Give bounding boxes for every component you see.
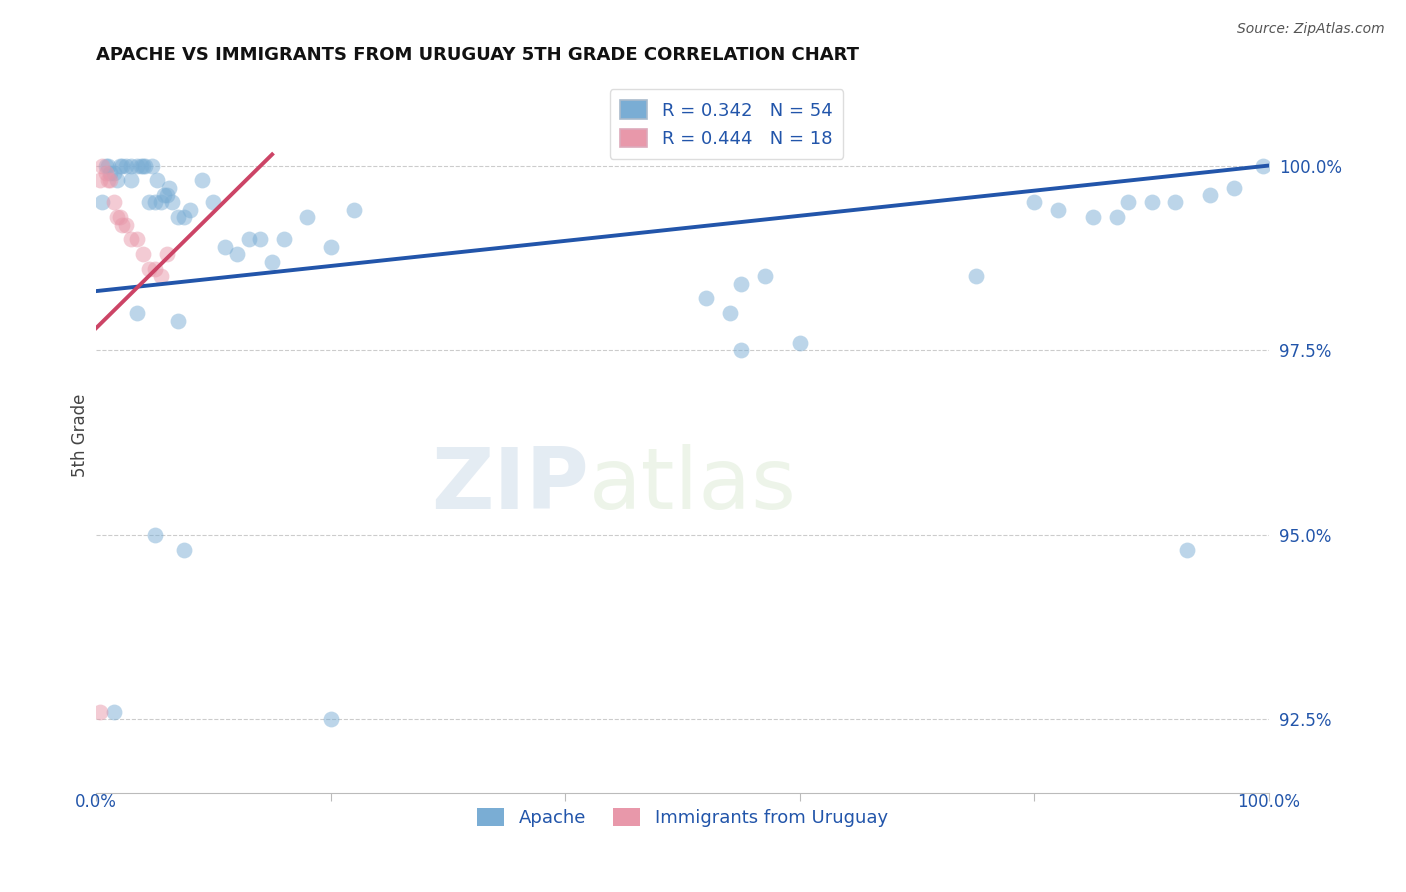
Point (730, 277, 752, 291)
Point (718, 306, 741, 320)
Text: 100.0%: 100.0% (1237, 793, 1301, 812)
Point (155, 188, 177, 202)
Point (167, 313, 190, 327)
Point (108, 159, 131, 173)
Point (108, 211, 131, 225)
Point (149, 269, 172, 284)
Point (162, 195, 184, 210)
Point (146, 173, 169, 187)
Point (273, 232, 295, 246)
Point (319, 713, 342, 727)
Point (157, 180, 180, 194)
Point (789, 335, 811, 350)
Point (134, 159, 156, 173)
Point (173, 211, 195, 225)
Point (89, 173, 111, 187)
Text: Source: ZipAtlas.com: Source: ZipAtlas.com (1237, 22, 1385, 37)
Point (98, 166, 121, 180)
Point (179, 202, 201, 217)
Point (103, 195, 125, 210)
Point (1164, 195, 1187, 210)
Point (138, 195, 160, 210)
Point (97, 159, 120, 173)
Point (695, 292, 717, 306)
Point (1175, 542, 1198, 557)
Point (262, 254, 284, 268)
Point (153, 188, 176, 202)
Point (1046, 202, 1069, 217)
Legend: Apache, Immigrants from Uruguay: Apache, Immigrants from Uruguay (470, 801, 896, 835)
Point (202, 195, 225, 210)
Point (319, 240, 342, 254)
Point (120, 159, 142, 173)
Point (1140, 195, 1163, 210)
Point (141, 159, 163, 173)
Point (114, 159, 136, 173)
Point (143, 195, 166, 210)
Point (114, 218, 136, 232)
Point (190, 173, 212, 187)
Text: APACHE VS IMMIGRANTS FROM URUGUAY 5TH GRADE CORRELATION CHART: APACHE VS IMMIGRANTS FROM URUGUAY 5TH GR… (96, 46, 859, 64)
Point (127, 306, 149, 320)
Point (143, 528, 166, 542)
Point (730, 343, 752, 358)
Point (143, 261, 166, 276)
Point (173, 542, 195, 557)
Point (97, 173, 120, 187)
Point (226, 247, 249, 261)
Point (129, 159, 152, 173)
Point (238, 232, 260, 246)
Point (91, 159, 114, 173)
Text: atlas: atlas (589, 444, 797, 527)
Point (91, 195, 114, 210)
Point (105, 211, 128, 225)
Point (98, 173, 121, 187)
Point (343, 202, 366, 217)
Point (94, 159, 117, 173)
Point (127, 159, 149, 173)
Point (103, 705, 125, 719)
Point (214, 240, 236, 254)
Point (155, 247, 177, 261)
Point (1118, 195, 1140, 210)
Point (1081, 211, 1104, 225)
Point (120, 232, 142, 246)
Point (1024, 195, 1046, 210)
Point (249, 232, 271, 246)
Point (132, 247, 155, 261)
Point (1105, 211, 1128, 225)
Point (754, 269, 776, 284)
Point (111, 218, 134, 232)
Point (127, 232, 149, 246)
Point (167, 211, 190, 225)
Point (1251, 159, 1274, 173)
Point (149, 195, 172, 210)
Y-axis label: 5th Grade: 5th Grade (72, 393, 89, 477)
Point (120, 173, 142, 187)
Point (138, 261, 160, 276)
Point (132, 159, 155, 173)
Point (89, 705, 111, 719)
Point (103, 166, 125, 180)
Point (105, 173, 128, 187)
Point (1223, 180, 1246, 194)
Text: ZIP: ZIP (432, 444, 589, 527)
Point (965, 269, 987, 284)
Point (111, 159, 134, 173)
Text: 0.0%: 0.0% (76, 793, 117, 812)
Point (94, 166, 117, 180)
Point (1199, 188, 1222, 202)
Point (297, 211, 319, 225)
